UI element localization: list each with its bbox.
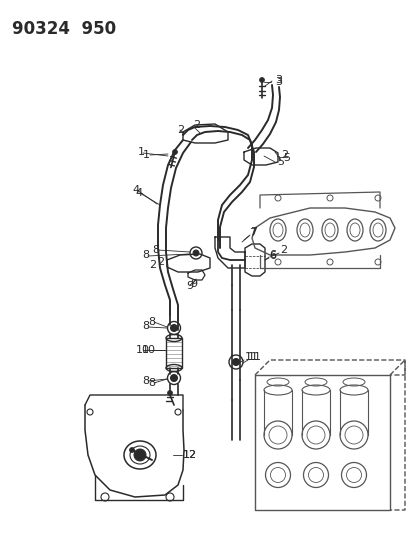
Circle shape bbox=[170, 375, 177, 382]
Text: 3: 3 bbox=[274, 75, 281, 85]
Text: 5: 5 bbox=[276, 157, 283, 167]
Text: 11: 11 bbox=[244, 352, 259, 362]
Text: 11: 11 bbox=[247, 352, 261, 362]
Text: 4: 4 bbox=[132, 185, 139, 195]
Text: 8: 8 bbox=[142, 321, 149, 331]
Text: 12: 12 bbox=[183, 450, 197, 460]
Text: 8: 8 bbox=[152, 245, 159, 255]
Circle shape bbox=[134, 449, 146, 461]
Text: 7: 7 bbox=[248, 228, 256, 238]
Text: 9: 9 bbox=[185, 281, 192, 291]
Text: 1: 1 bbox=[142, 150, 150, 160]
Circle shape bbox=[172, 149, 177, 155]
Text: 2: 2 bbox=[177, 125, 184, 135]
Text: 10: 10 bbox=[136, 345, 150, 355]
Text: 12: 12 bbox=[183, 450, 197, 460]
Text: 1: 1 bbox=[138, 147, 145, 157]
Text: 8: 8 bbox=[147, 317, 155, 327]
Circle shape bbox=[167, 391, 172, 395]
Text: 9: 9 bbox=[190, 279, 197, 289]
Circle shape bbox=[192, 250, 199, 256]
Text: 8: 8 bbox=[142, 250, 149, 260]
Text: 7: 7 bbox=[249, 227, 256, 237]
Text: 2: 2 bbox=[279, 245, 287, 255]
Text: 2: 2 bbox=[157, 257, 164, 267]
Text: 8: 8 bbox=[142, 376, 149, 386]
Text: 8: 8 bbox=[147, 378, 155, 388]
Text: 2: 2 bbox=[149, 260, 156, 270]
Text: 6: 6 bbox=[268, 251, 275, 261]
Text: 6: 6 bbox=[268, 250, 275, 260]
Text: 3: 3 bbox=[274, 77, 281, 87]
Bar bbox=[166, 338, 182, 368]
Text: 5: 5 bbox=[282, 153, 289, 163]
Circle shape bbox=[259, 77, 264, 83]
Text: 10: 10 bbox=[142, 345, 156, 355]
Text: 90324  950: 90324 950 bbox=[12, 20, 116, 38]
Text: 2: 2 bbox=[280, 150, 287, 160]
Text: 2: 2 bbox=[192, 120, 199, 130]
Circle shape bbox=[170, 325, 177, 332]
Circle shape bbox=[129, 448, 134, 453]
Text: 4: 4 bbox=[135, 188, 142, 198]
Circle shape bbox=[232, 359, 239, 366]
